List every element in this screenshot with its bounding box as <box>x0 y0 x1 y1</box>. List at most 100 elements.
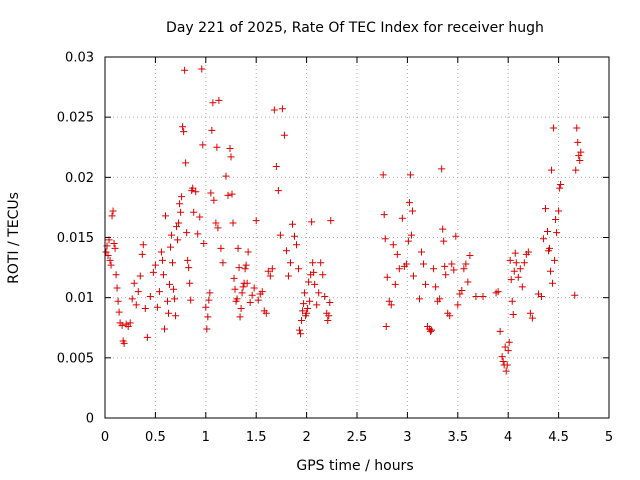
data-point-marker <box>297 330 305 338</box>
data-point <box>511 249 519 257</box>
data-point-marker <box>295 265 303 273</box>
data-point-marker <box>326 298 334 306</box>
data-point <box>172 312 180 320</box>
data-point <box>406 171 414 179</box>
data-point <box>382 323 390 331</box>
data-point-marker <box>438 165 446 173</box>
data-point <box>177 208 185 216</box>
data-point <box>278 105 286 113</box>
data-point-marker <box>512 259 520 267</box>
data-point <box>466 252 474 260</box>
data-point-marker <box>454 301 462 309</box>
data-point-marker <box>234 244 242 252</box>
data-point <box>187 296 195 304</box>
data-point-marker <box>430 265 438 273</box>
data-point-marker <box>548 166 556 174</box>
data-point <box>304 304 312 312</box>
data-point-marker <box>555 207 563 215</box>
data-point-marker <box>228 190 236 198</box>
data-point-marker <box>198 65 206 73</box>
data-point-marker <box>576 156 584 164</box>
data-point-marker <box>233 295 241 303</box>
data-point-marker <box>128 295 136 303</box>
data-point <box>546 244 554 252</box>
data-point-marker <box>311 280 319 288</box>
data-point-marker <box>428 326 436 334</box>
data-point-marker <box>528 314 536 322</box>
data-point <box>305 278 313 286</box>
data-point <box>274 187 282 195</box>
data-point <box>106 256 114 264</box>
data-point-marker <box>319 271 327 279</box>
data-point-marker <box>183 229 191 237</box>
data-point <box>550 124 558 132</box>
data-point <box>317 259 325 267</box>
data-point <box>136 272 144 280</box>
data-point-marker <box>550 124 558 132</box>
data-point-marker <box>389 241 397 249</box>
data-point <box>262 309 270 317</box>
data-point <box>506 256 514 264</box>
x-tick-label: 5 <box>605 430 613 445</box>
data-point <box>203 325 211 333</box>
data-point <box>427 327 435 335</box>
data-point-marker <box>379 171 387 179</box>
data-point-marker <box>280 131 288 139</box>
data-point-marker <box>415 295 423 303</box>
data-point <box>507 276 515 284</box>
data-point-marker <box>278 105 286 113</box>
data-point-marker <box>276 231 284 239</box>
data-point <box>319 271 327 279</box>
data-point <box>505 338 513 346</box>
data-point <box>237 304 245 312</box>
data-point <box>381 235 389 243</box>
data-point-marker <box>196 213 204 221</box>
data-point-marker <box>298 317 306 325</box>
data-point <box>537 292 545 300</box>
data-point <box>504 347 512 355</box>
data-point-marker <box>118 321 126 329</box>
data-point <box>498 353 506 361</box>
data-point-marker <box>448 260 456 268</box>
data-point-marker <box>181 66 189 74</box>
data-point-marker <box>238 289 246 297</box>
data-point-marker <box>577 148 585 156</box>
data-point <box>436 295 444 303</box>
data-point <box>212 219 220 227</box>
data-point-marker <box>518 283 526 291</box>
data-point-marker <box>504 347 512 355</box>
data-point <box>574 138 582 146</box>
data-point <box>309 259 317 267</box>
data-point-marker <box>212 219 220 227</box>
data-point-marker <box>466 252 474 260</box>
data-point-marker <box>217 244 225 252</box>
data-point <box>228 190 236 198</box>
data-point <box>464 278 472 286</box>
data-point <box>448 260 456 268</box>
data-point <box>236 313 244 321</box>
data-point-marker <box>571 291 579 299</box>
data-point-marker <box>231 285 239 293</box>
data-point <box>286 259 294 267</box>
data-point-marker <box>526 309 534 317</box>
data-point-marker <box>157 248 165 256</box>
data-point <box>155 288 163 296</box>
data-point-marker <box>214 224 222 232</box>
data-point-marker <box>446 312 454 320</box>
data-point-marker <box>541 205 549 213</box>
data-point <box>551 256 559 264</box>
data-point-marker <box>268 265 276 273</box>
data-point <box>549 279 557 287</box>
data-point <box>210 196 218 204</box>
data-point-marker <box>510 267 518 275</box>
data-point <box>573 124 581 132</box>
y-tick-label: 0.005 <box>57 351 94 366</box>
data-point <box>143 333 151 341</box>
data-point-marker <box>213 143 221 151</box>
data-point-marker <box>184 256 192 264</box>
data-point-marker <box>227 153 235 161</box>
chart-title: Day 221 of 2025, Rate Of TEC Index for r… <box>166 20 544 36</box>
data-point <box>163 297 171 305</box>
data-point <box>192 188 200 196</box>
